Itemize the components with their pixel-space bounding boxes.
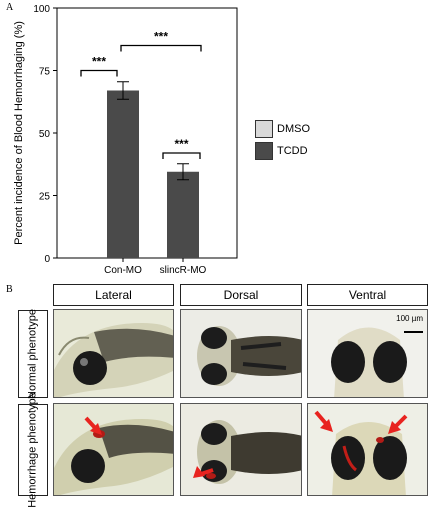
hemorrhage-arrow-ventral-right bbox=[388, 414, 408, 434]
panel-b-letter: B bbox=[6, 284, 13, 295]
hemorrhage-arrow-lateral bbox=[84, 416, 102, 435]
y-tick-label-50: 50 bbox=[39, 129, 51, 140]
hemorrhage-arrow-dorsal bbox=[193, 466, 214, 478]
column-header-ventral: Ventral bbox=[307, 284, 428, 306]
row-label-hemorrhage-text: Hemorrhage phenotype bbox=[26, 392, 39, 508]
bar-tcdd-Con-MO bbox=[107, 90, 139, 258]
image-hemorrhage-dorsal bbox=[180, 403, 302, 496]
legend-label-tcdd: TCDD bbox=[277, 145, 308, 157]
legend-item-dmso: DMSO bbox=[255, 120, 310, 138]
significance-between-groups-label: *** bbox=[154, 30, 168, 44]
y-tick-label-75: 75 bbox=[39, 67, 51, 78]
hemorrhage-bar-chart: 0 25 50 75 100 Percent incidence of Blood Hem… bbox=[13, 4, 238, 276]
column-header-dorsal: Dorsal bbox=[180, 284, 302, 306]
legend-swatch-tcdd bbox=[255, 142, 273, 160]
bar-tcdd-slincR-MO bbox=[167, 171, 199, 258]
row-label-normal: Normal phenotype bbox=[18, 309, 48, 399]
significance-slincr-mo-bracket bbox=[162, 152, 201, 159]
x-tick-label-slincR-MO: slincR-MO bbox=[160, 265, 207, 276]
y-tick-label-100: 100 bbox=[33, 4, 50, 15]
y-axis-label: Percent incidence of Blood Hemorrhaging … bbox=[13, 21, 25, 245]
y-tick-label-25: 25 bbox=[39, 192, 51, 203]
hemorrhage-arrow-ventral-left bbox=[314, 410, 333, 432]
significance-con-mo-bracket bbox=[80, 69, 118, 77]
significance-con-mo-label: *** bbox=[92, 55, 106, 69]
legend-swatch-dmso bbox=[255, 120, 273, 138]
column-header-lateral: Lateral bbox=[53, 284, 174, 306]
row-label-normal-text: Normal phenotype bbox=[26, 309, 39, 399]
significance-slincr-mo-label: *** bbox=[174, 137, 188, 151]
image-normal-dorsal bbox=[180, 309, 302, 398]
image-normal-ventral: 100 µm bbox=[307, 309, 428, 398]
y-tick-label-0: 0 bbox=[44, 254, 50, 265]
scale-bar-label: 100 µm bbox=[396, 314, 423, 323]
legend-label-dmso: DMSO bbox=[277, 123, 310, 135]
image-hemorrhage-lateral bbox=[53, 403, 174, 496]
x-tick-label-Con-MO: Con-MO bbox=[104, 265, 142, 276]
panel-a-letter: A bbox=[6, 2, 14, 13]
image-hemorrhage-ventral bbox=[307, 403, 428, 496]
row-label-hemorrhage: Hemorrhage phenotype bbox=[18, 392, 48, 508]
legend-item-tcdd: TCDD bbox=[255, 142, 308, 160]
image-normal-lateral bbox=[53, 309, 174, 398]
significance-between-groups-bracket bbox=[120, 44, 202, 52]
